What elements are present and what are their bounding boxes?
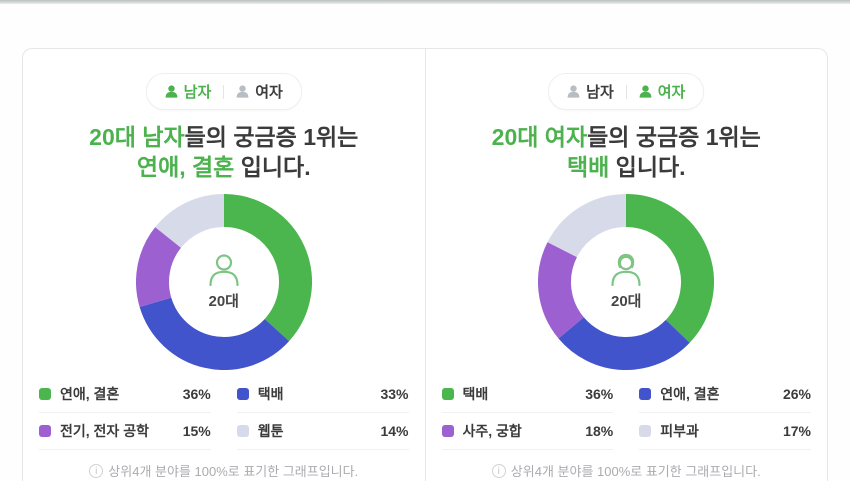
screenshot-top-edge [0,0,850,4]
donut-rings [538,194,715,370]
legend-label: 사주, 궁합 [462,423,522,439]
footnote: 상위4개 분야를 100%로 표기한 그래프입니다. [23,461,425,480]
tab-divider [223,84,225,99]
legend-swatch [236,388,249,400]
tab-male[interactable]: 남자 [567,81,614,102]
panel-title: 20대 여자들의 궁금증 1위는 택배 입니다. [491,124,761,180]
title-highlight: 택배 [566,154,610,180]
legend-item: 택배 33% [236,376,409,413]
tab-female[interactable]: 여자 [236,81,283,102]
legend-item: 연애, 결혼 26% [639,376,811,413]
donut-rings [135,194,312,370]
legend-value: 26% [782,386,811,402]
legend-label: 택배 [257,386,284,402]
female-silhouette-icon [236,85,249,98]
male-silhouette-icon [567,85,580,98]
tab-female[interactable]: 여자 [639,81,686,102]
legend-label: 피부과 [660,423,699,439]
footnote-text: 상위4개 분야를 100%로 표기한 그래프입니다. [510,464,761,479]
panel-title: 20대 남자들의 궁금증 1위는 연애, 결혼 입니다. [89,124,359,180]
legend-label: 택배 [462,386,489,402]
legend-item: 웹툰 14% [236,413,409,450]
legend-value: 14% [380,423,409,439]
legend-swatch [441,425,454,437]
legend-value: 17% [782,423,811,439]
legend-item: 연애, 결혼 36% [39,376,211,413]
info-icon [491,463,506,478]
legend-label: 전기, 전자 공학 [60,423,149,439]
male-silhouette-icon [165,85,178,98]
tab-label: 남자 [183,84,212,101]
legend-swatch [39,388,51,400]
legend-item: 사주, 궁합 18% [441,413,614,450]
legend-swatch [639,388,652,400]
footnote: 상위4개 분야를 100%로 표기한 그래프입니다. [426,461,828,480]
male-person-icon [207,253,241,287]
donut-chart-female: 20대 [538,194,715,370]
panel-male: 남자 여자 20대 남자들의 궁금증 1위는 연애, 결혼 입니다. [23,49,425,481]
tab-male[interactable]: 남자 [165,81,212,102]
title-highlight: 20대 여자 [491,124,588,150]
tab-divider [625,84,627,99]
legend-item: 피부과 17% [639,413,811,450]
tab-label: 남자 [586,84,614,101]
footnote-text: 상위4개 분야를 100%로 표기한 그래프입니다. [108,464,359,479]
legend-female: 택배 36% 연애, 결혼 26% 사주, 궁합 18% 피부과 17% [441,376,811,450]
tab-label: 여자 [657,84,686,101]
legend-item: 택배 36% [441,376,614,413]
donut-chart-male: 20대 [135,194,312,370]
legend-value: 36% [585,386,614,402]
gender-tab-group: 남자 여자 [145,73,302,110]
age-group-label: 20대 [208,293,240,310]
title-highlight: 연애, 결혼 [136,154,235,180]
legend-label: 연애, 결혼 [660,386,720,402]
legend-label: 연애, 결혼 [60,386,120,402]
legend-swatch [39,425,51,437]
legend-value: 15% [182,423,211,439]
legend-value: 36% [182,386,211,402]
legend-swatch [236,425,249,437]
age-group-label: 20대 [611,293,642,310]
legend-value: 33% [380,386,409,402]
legend-item: 전기, 전자 공학 15% [39,413,211,450]
female-person-icon [609,253,643,287]
legend-value: 18% [585,423,614,439]
panel-female: 남자 여자 20대 여자들의 궁금증 1위는 택배 입니다. [424,49,828,481]
legend-swatch [441,388,454,400]
cards-container: 남자 여자 20대 남자들의 궁금증 1위는 연애, 결혼 입니다. [22,48,828,481]
female-silhouette-icon [639,85,652,98]
info-icon [89,463,104,478]
tab-label: 여자 [255,84,283,101]
legend-male: 연애, 결혼 36% 택배 33% 전기, 전자 공학 15% 웹툰 14% [39,376,409,450]
legend-swatch [639,425,652,437]
gender-tab-group: 남자 여자 [548,73,705,110]
legend-label: 웹툰 [257,423,284,439]
title-highlight: 20대 남자 [89,124,185,150]
